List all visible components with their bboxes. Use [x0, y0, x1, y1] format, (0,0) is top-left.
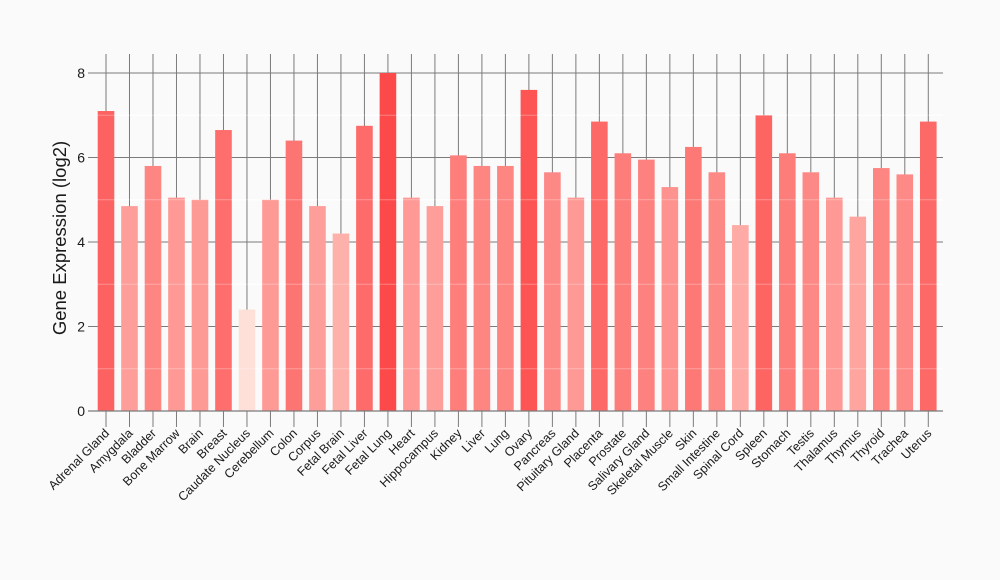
bar-lung	[497, 165, 514, 411]
y-tick-label: 8	[77, 65, 85, 81]
y-tick-label: 2	[77, 319, 85, 335]
bar-corpus	[309, 206, 326, 411]
bar-brain	[191, 199, 209, 411]
bar-stomach	[779, 153, 796, 411]
bar-small-intestine	[708, 172, 726, 411]
bar-thyroid	[873, 168, 890, 411]
bar-fetal-brain	[332, 233, 350, 411]
bar-cerebellum	[262, 199, 279, 411]
bar-liver	[473, 165, 491, 411]
y-tick-label: 4	[77, 234, 85, 250]
y-axis-title: Gene Expression (log2)	[49, 141, 70, 335]
bar-fetal-lung	[379, 73, 397, 411]
bars-group	[97, 73, 937, 412]
minor-gridlines-overlay-group	[95, 114, 943, 370]
bar-spinal-cord	[732, 225, 749, 411]
bar-spleen	[755, 115, 773, 411]
x-tick-label: Liver	[459, 426, 488, 455]
bar-pituitary-gland	[567, 197, 585, 411]
bar-ovary	[520, 89, 538, 412]
y-tick-labels-group: 0 2 4 6 8	[77, 65, 85, 419]
bar-adrenal-gland	[97, 111, 115, 411]
bar-heart	[403, 197, 420, 411]
y-tick-label: 0	[77, 403, 85, 419]
bar-salivary-gland	[638, 159, 655, 411]
minor-gridlines-group	[95, 114, 943, 370]
bar-prostate	[614, 153, 632, 411]
bar-skeletal-muscle	[661, 187, 679, 411]
bar-trachea	[896, 174, 914, 411]
bar-colon	[285, 140, 303, 411]
bar-uterus	[919, 121, 937, 411]
bar-kidney	[450, 155, 467, 411]
bar-placenta	[591, 121, 608, 411]
bar-testis	[802, 172, 820, 411]
y-tick-label: 6	[77, 150, 85, 166]
bar-caudate-nucleus	[238, 309, 256, 411]
axes-group	[88, 410, 943, 427]
bar-hippocampus	[426, 206, 444, 411]
bar-breast	[215, 130, 232, 412]
bar-thymus	[849, 216, 867, 411]
bar-pancreas	[544, 172, 561, 411]
bar-skin	[685, 146, 702, 411]
bar-fetal-liver	[356, 125, 373, 411]
bar-amygdala	[121, 206, 138, 411]
bar-thalamus	[826, 197, 843, 411]
bar-bladder	[144, 165, 162, 411]
bar-bone-marrow	[168, 197, 185, 411]
